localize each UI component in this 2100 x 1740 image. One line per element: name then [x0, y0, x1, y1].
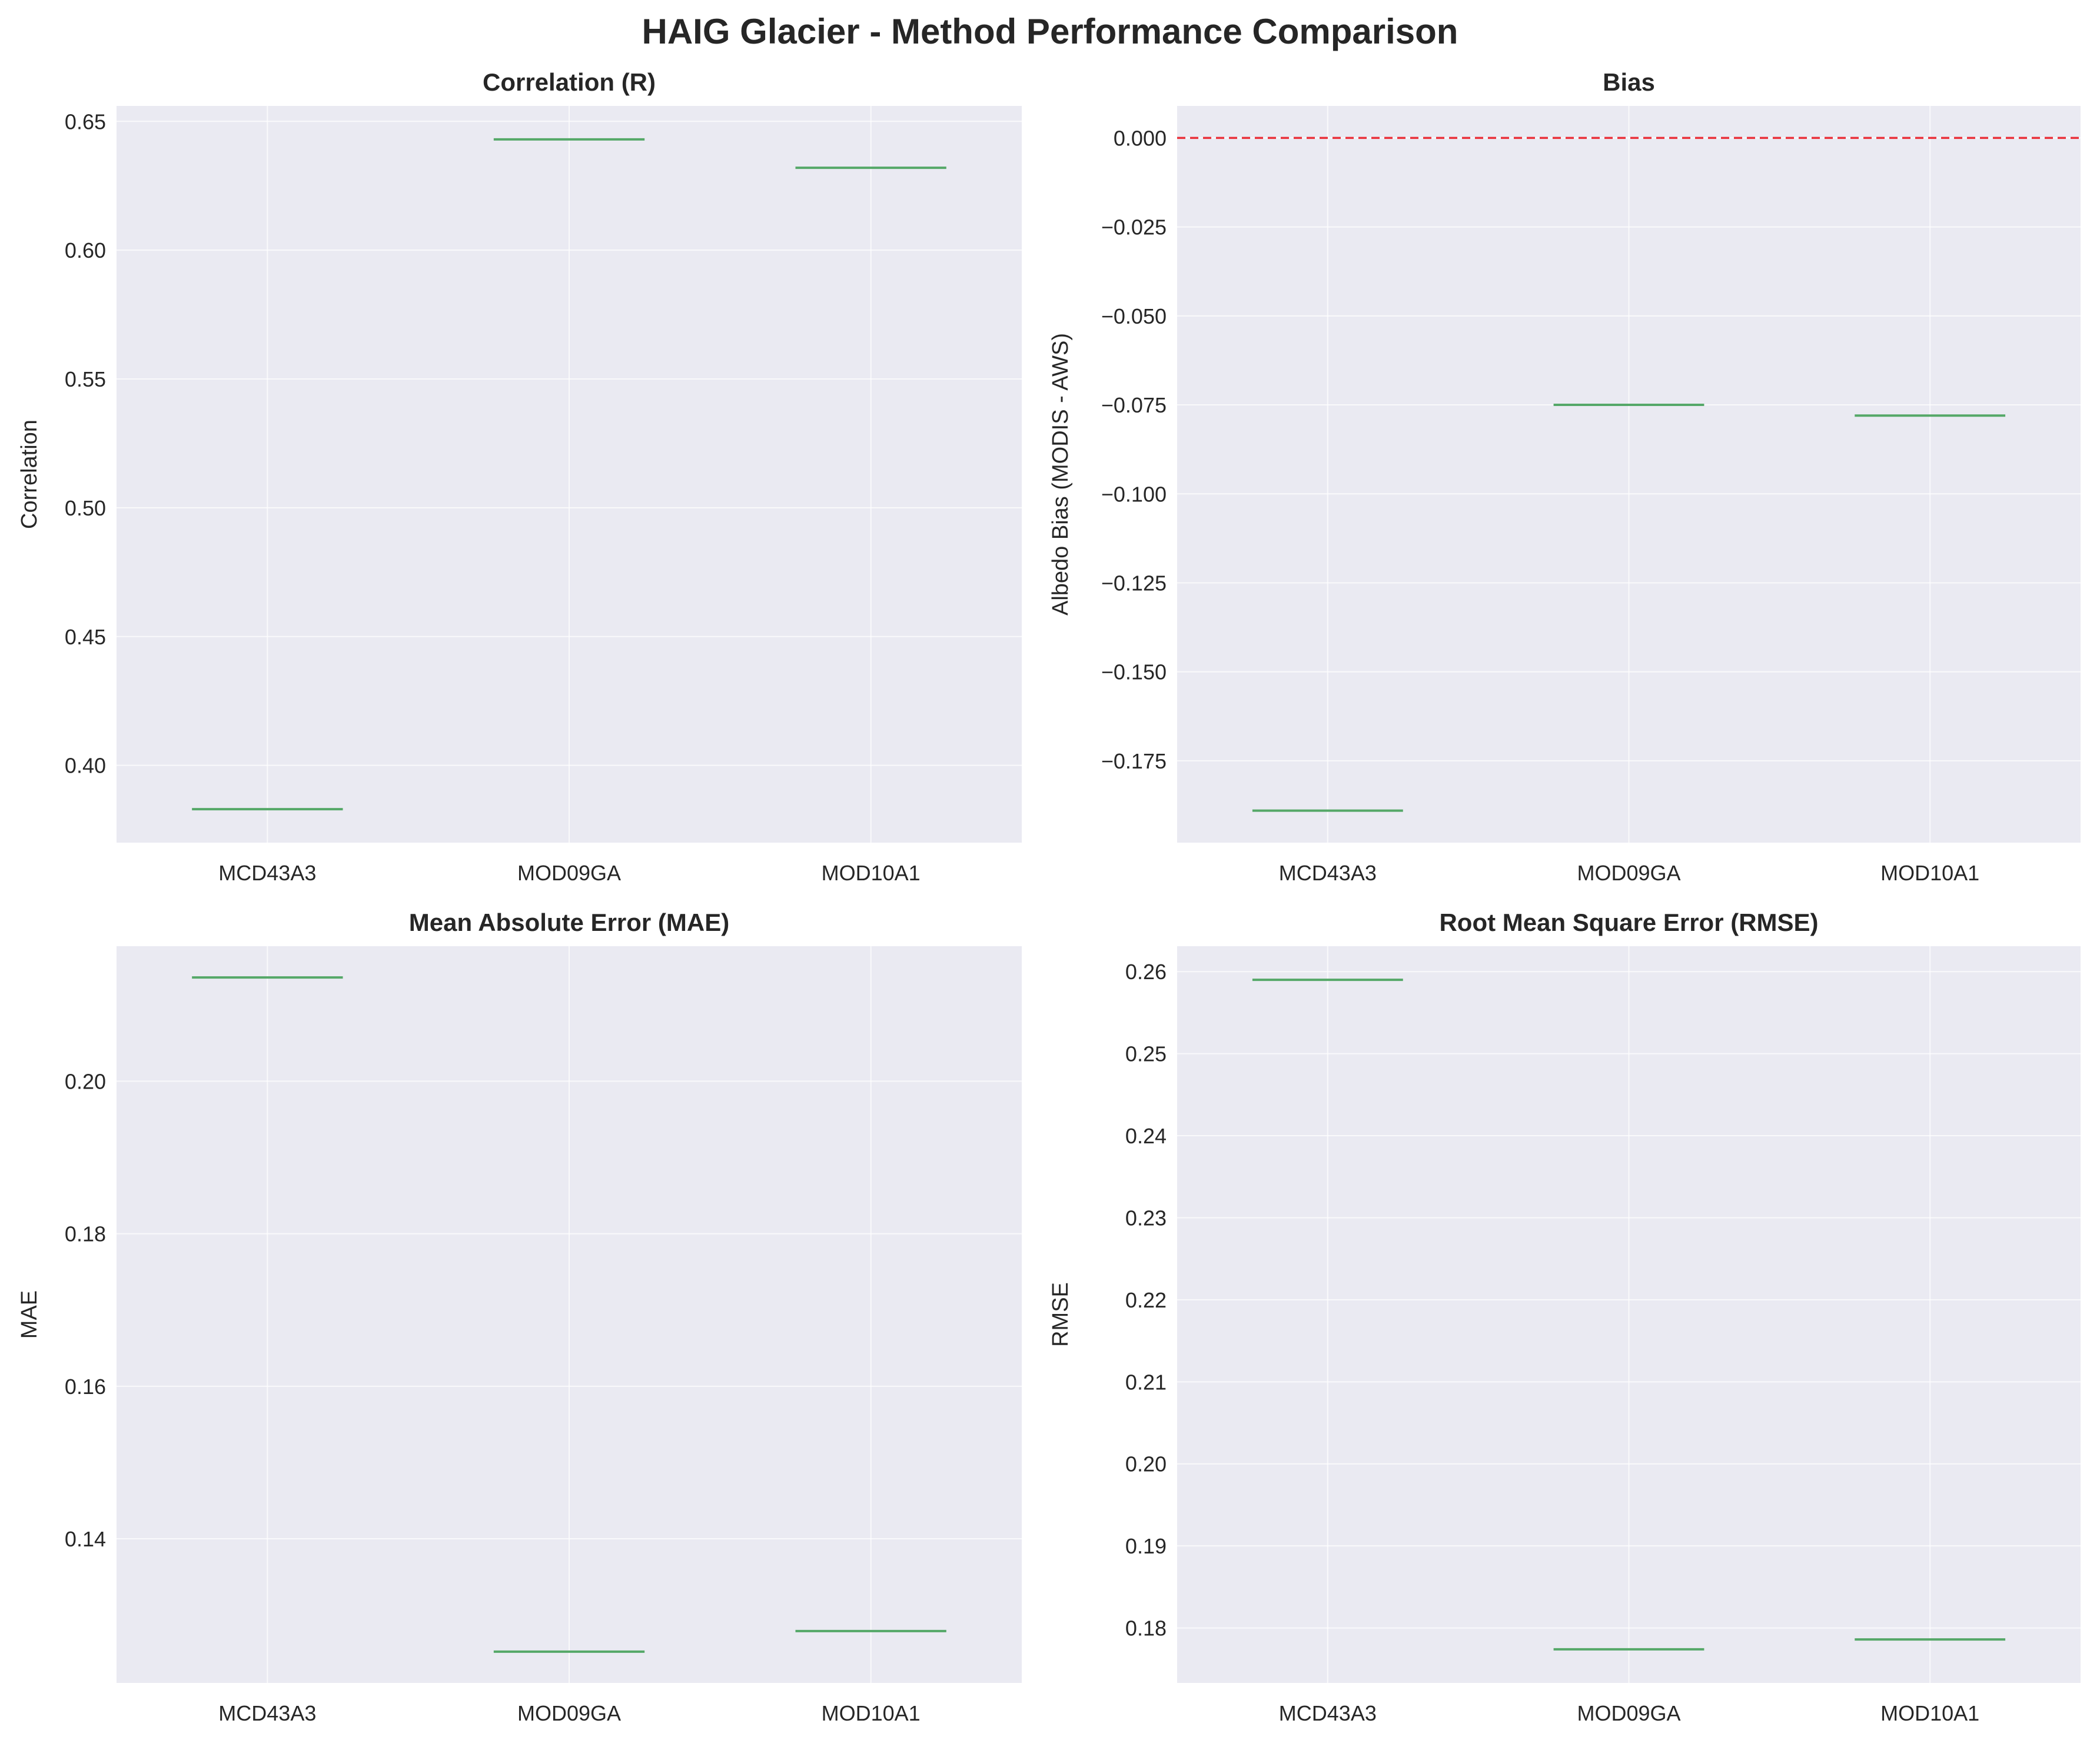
- rmse-ytick-label-0: 0.18: [1125, 1616, 1167, 1641]
- bias-xtick-label-mod10a1: MOD10A1: [1880, 861, 1979, 885]
- rmse-title: Root Mean Square Error (RMSE): [1439, 909, 1818, 936]
- rmse-panel: 0.18 0.19 0.20 0.21 0.22 0.23 0.24 0.25 0.26 MCD4…: [1048, 909, 2081, 1725]
- mae-ytick-label-2: 0.18: [65, 1222, 106, 1246]
- bias-ytick-label-0: 0.000: [1114, 126, 1167, 150]
- bias-ytick-label-3: −0.075: [1101, 393, 1167, 417]
- rmse-xtick-label-mcd43a3: MCD43A3: [1279, 1701, 1377, 1725]
- panels: 0.40 0.45 0.50 0.55 0.60 0.65 MCD43A3 MOD09GA MO…: [17, 68, 2081, 1725]
- rmse-ytick-label-7: 0.25: [1125, 1042, 1167, 1066]
- correlation-panel: 0.40 0.45 0.50 0.55 0.60 0.65 MCD43A3 MOD09GA MO…: [17, 68, 1022, 885]
- correlation-ytick-label-5: 0.65: [65, 109, 106, 134]
- rmse-xtick-label-mod09ga: MOD09GA: [1577, 1701, 1680, 1725]
- correlation-ytick-label-3: 0.55: [65, 367, 106, 391]
- rmse-ylabel: RMSE: [1048, 1282, 1073, 1347]
- mae-ylabel: MAE: [17, 1290, 42, 1339]
- figure-title: HAIG Glacier - Method Performance Compar…: [642, 12, 1458, 51]
- mae-title: Mean Absolute Error (MAE): [409, 909, 729, 936]
- correlation-ylabel: Correlation: [17, 420, 42, 529]
- mae-xtick-label-mod09ga: MOD09GA: [517, 1701, 621, 1725]
- mae-xtick-label-mcd43a3: MCD43A3: [218, 1701, 316, 1725]
- correlation-xtick-label-mod10a1: MOD10A1: [822, 861, 921, 885]
- mae-ytick-label-3: 0.20: [65, 1069, 106, 1093]
- rmse-ytick-label-4: 0.22: [1125, 1288, 1167, 1312]
- mae-panel: 0.14 0.16 0.18 0.20 MCD43A3 MOD09GA MOD10A1 Mea…: [17, 909, 1022, 1725]
- rmse-ytick-label-8: 0.26: [1125, 960, 1167, 984]
- bias-title: Bias: [1603, 68, 1655, 96]
- correlation-title: Correlation (R): [483, 68, 656, 96]
- mae-ytick-label-1: 0.16: [65, 1375, 106, 1399]
- bias-panel: 0.000 −0.025 −0.050 −0.075 −0.100 −0.125 −0.15…: [1048, 68, 2081, 885]
- rmse-xtick-label-mod10a1: MOD10A1: [1880, 1701, 1979, 1725]
- rmse-ytick-label-1: 0.19: [1125, 1534, 1167, 1558]
- rmse-ytick-label-3: 0.21: [1125, 1370, 1167, 1394]
- rmse-ytick-label-5: 0.23: [1125, 1206, 1167, 1230]
- correlation-xtick-label-mcd43a3: MCD43A3: [218, 861, 316, 885]
- bias-xtick-label-mod09ga: MOD09GA: [1577, 861, 1680, 885]
- correlation-ytick-label-4: 0.60: [65, 238, 106, 262]
- correlation-ytick-label-1: 0.45: [65, 625, 106, 649]
- bias-xtick-label-mcd43a3: MCD43A3: [1279, 861, 1377, 885]
- mae-xtick-label-mod10a1: MOD10A1: [822, 1701, 921, 1725]
- correlation-ytick-label-0: 0.40: [65, 754, 106, 778]
- bias-ytick-label-4: −0.100: [1101, 482, 1167, 506]
- rmse-ytick-label-6: 0.24: [1125, 1124, 1167, 1148]
- bias-ytick-label-6: −0.150: [1101, 660, 1167, 684]
- bias-ytick-label-1: −0.025: [1101, 215, 1167, 239]
- rmse-ytick-label-2: 0.20: [1125, 1452, 1167, 1476]
- bias-ylabel: Albedo Bias (MODIS - AWS): [1048, 333, 1073, 616]
- bias-ytick-label-7: −0.175: [1101, 749, 1167, 773]
- correlation-ytick-label-2: 0.50: [65, 496, 106, 520]
- correlation-xtick-label-mod09ga: MOD09GA: [517, 861, 621, 885]
- mae-ytick-label-0: 0.14: [65, 1527, 106, 1551]
- bias-ytick-label-2: −0.050: [1101, 304, 1167, 328]
- bias-ytick-label-5: −0.125: [1101, 571, 1167, 595]
